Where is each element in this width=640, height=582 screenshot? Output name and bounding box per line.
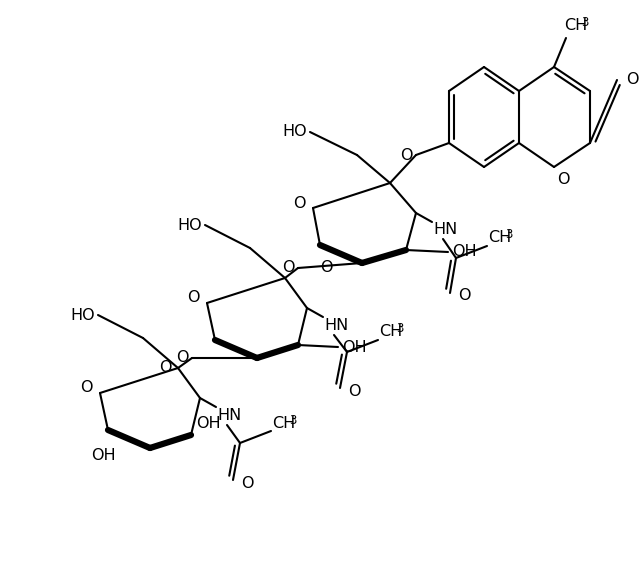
Text: CH: CH — [379, 325, 403, 339]
Text: CH: CH — [272, 416, 295, 431]
Text: O: O — [81, 381, 93, 396]
Text: HN: HN — [433, 222, 457, 237]
Text: O: O — [458, 289, 470, 303]
Text: O: O — [348, 384, 360, 399]
Text: O: O — [282, 261, 295, 275]
Text: HN: HN — [324, 318, 348, 333]
Text: 3: 3 — [581, 16, 589, 30]
Text: O: O — [294, 196, 306, 211]
Text: HN: HN — [217, 409, 241, 424]
Text: 3: 3 — [396, 322, 404, 335]
Text: O: O — [188, 290, 200, 306]
Text: CH: CH — [564, 19, 588, 34]
Text: O: O — [241, 475, 253, 491]
Text: HO: HO — [177, 218, 202, 232]
Text: OH: OH — [196, 416, 221, 431]
Text: HO: HO — [282, 125, 307, 140]
Text: HO: HO — [70, 307, 95, 322]
Text: 3: 3 — [505, 229, 513, 242]
Text: O: O — [557, 172, 570, 187]
Text: OH: OH — [342, 339, 367, 354]
Text: O: O — [320, 260, 333, 275]
Text: CH: CH — [488, 230, 511, 246]
Text: O: O — [159, 360, 172, 375]
Text: O: O — [626, 73, 639, 87]
Text: OH: OH — [452, 244, 477, 260]
Text: O: O — [401, 147, 413, 162]
Text: 3: 3 — [289, 413, 296, 427]
Text: OH: OH — [91, 448, 115, 463]
Text: O: O — [177, 350, 189, 365]
